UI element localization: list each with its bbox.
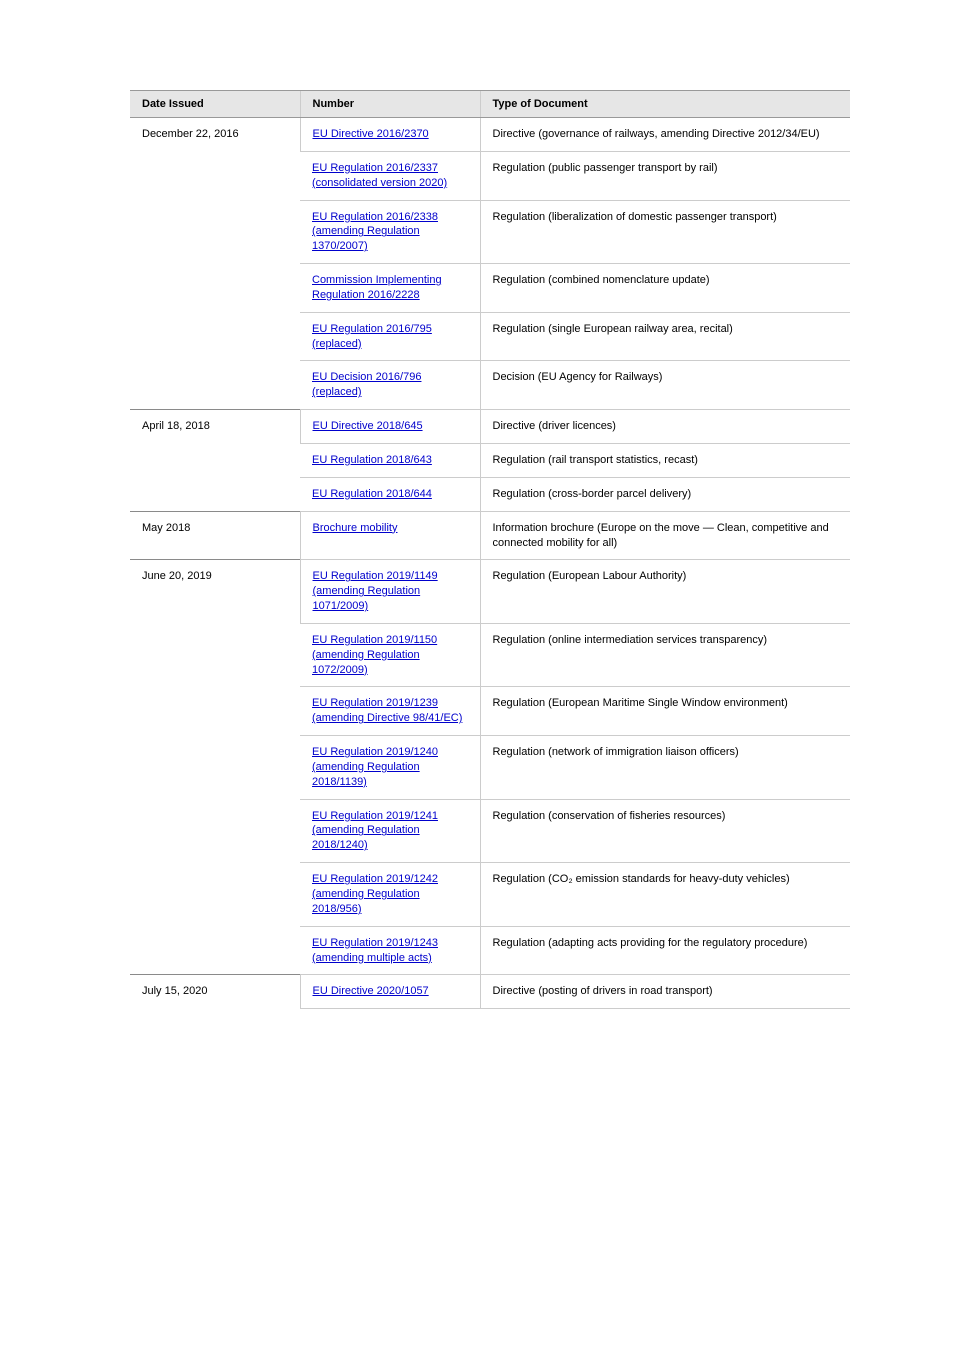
document-link[interactable]: EU Directive 2016/2370 bbox=[313, 128, 429, 140]
document-link[interactable]: EU Regulation 2016/795 (replaced) bbox=[312, 323, 432, 350]
type-cell: Information brochure (Europe on the move… bbox=[480, 511, 850, 560]
table-row: May 2018 Brochure mobility Information bro… bbox=[130, 511, 850, 560]
number-cell: EU Regulation 2019/1241 (amending Regula… bbox=[300, 799, 480, 863]
table-row: July 15, 2020 EU Directive 2020/1057 Direc… bbox=[130, 975, 850, 1009]
type-cell: Directive (governance of railways, amend… bbox=[480, 118, 850, 152]
number-cell: EU Regulation 2016/795 (replaced) bbox=[300, 312, 480, 361]
number-cell: EU Regulation 2019/1242 (amending Regula… bbox=[300, 863, 480, 927]
document-link[interactable]: EU Directive 2020/1057 bbox=[313, 985, 429, 997]
type-cell: Regulation (rail transport statistics, r… bbox=[480, 443, 850, 477]
number-cell: EU Directive 2020/1057 bbox=[300, 975, 480, 1009]
number-cell: EU Regulation 2016/2337 (consolidated ve… bbox=[300, 151, 480, 200]
documents-table: Date Issued Number Type of Document Dece… bbox=[130, 90, 850, 1009]
type-cell: Regulation (European Labour Authority) bbox=[480, 560, 850, 624]
type-cell: Regulation (single European railway area… bbox=[480, 312, 850, 361]
document-link[interactable]: EU Decision 2016/796 (replaced) bbox=[312, 371, 421, 398]
col-header-date: Date Issued bbox=[130, 91, 300, 118]
type-cell: Directive (driver licences) bbox=[480, 410, 850, 444]
type-cell: Regulation (adapting acts providing for … bbox=[480, 926, 850, 975]
document-link[interactable]: Commission Implementing Regulation 2016/… bbox=[312, 274, 442, 301]
number-cell: EU Regulation 2019/1150 (amending Regula… bbox=[300, 623, 480, 687]
date-cell: May 2018 bbox=[130, 511, 300, 560]
date-cell: June 20, 2019 bbox=[130, 560, 300, 975]
document-link[interactable]: Brochure mobility bbox=[313, 522, 398, 534]
document-link[interactable]: EU Regulation 2016/2337 (consolidated ve… bbox=[312, 162, 447, 189]
table-row: April 18, 2018EU Directive 2018/645Direc… bbox=[130, 410, 850, 444]
type-cell: Regulation (network of immigration liais… bbox=[480, 736, 850, 800]
number-cell: Brochure mobility bbox=[300, 511, 480, 560]
date-cell: April 18, 2018 bbox=[130, 410, 300, 512]
number-cell: EU Regulation 2019/1239 (amending Direct… bbox=[300, 687, 480, 736]
document-link[interactable]: EU Regulation 2019/1149 (amending Regula… bbox=[313, 570, 438, 612]
document-link[interactable]: EU Directive 2018/645 bbox=[313, 420, 423, 432]
type-cell: Regulation (conservation of fisheries re… bbox=[480, 799, 850, 863]
document-link[interactable]: EU Regulation 2019/1242 (amending Regula… bbox=[312, 873, 438, 915]
number-cell: EU Directive 2018/645 bbox=[300, 410, 480, 444]
col-header-type: Type of Document bbox=[480, 91, 850, 118]
table-row: June 20, 2019EU Regulation 2019/1149 (am… bbox=[130, 560, 850, 624]
number-cell: EU Decision 2016/796 (replaced) bbox=[300, 361, 480, 410]
number-cell: EU Regulation 2019/1240 (amending Regula… bbox=[300, 736, 480, 800]
type-cell: Regulation (CO₂ emission standards for h… bbox=[480, 863, 850, 927]
document-link[interactable]: EU Regulation 2018/644 bbox=[312, 488, 432, 500]
document-link[interactable]: EU Regulation 2018/643 bbox=[312, 454, 432, 466]
type-cell: Regulation (liberalization of domestic p… bbox=[480, 200, 850, 264]
table-header-row: Date Issued Number Type of Document bbox=[130, 91, 850, 118]
number-cell: EU Regulation 2019/1149 (amending Regula… bbox=[300, 560, 480, 624]
type-cell: Regulation (cross-border parcel delivery… bbox=[480, 477, 850, 511]
type-cell: Decision (EU Agency for Railways) bbox=[480, 361, 850, 410]
document-link[interactable]: EU Regulation 2019/1150 (amending Regula… bbox=[312, 634, 437, 676]
document-link[interactable]: EU Regulation 2019/1241 (amending Regula… bbox=[312, 810, 438, 852]
date-cell: December 22, 2016 bbox=[130, 118, 300, 410]
type-cell: Regulation (European Maritime Single Win… bbox=[480, 687, 850, 736]
table-row: December 22, 2016EU Directive 2016/2370D… bbox=[130, 118, 850, 152]
type-cell: Regulation (combined nomenclature update… bbox=[480, 264, 850, 313]
number-cell: EU Regulation 2019/1243 (amending multip… bbox=[300, 926, 480, 975]
type-cell: Directive (posting of drivers in road tr… bbox=[480, 975, 850, 1009]
document-link[interactable]: EU Regulation 2016/2338 (amending Regula… bbox=[312, 211, 438, 253]
date-cell: July 15, 2020 bbox=[130, 975, 300, 1009]
number-cell: Commission Implementing Regulation 2016/… bbox=[300, 264, 480, 313]
number-cell: EU Regulation 2018/643 bbox=[300, 443, 480, 477]
number-cell: EU Regulation 2016/2338 (amending Regula… bbox=[300, 200, 480, 264]
type-cell: Regulation (online intermediation servic… bbox=[480, 623, 850, 687]
col-header-number: Number bbox=[300, 91, 480, 118]
type-cell: Regulation (public passenger transport b… bbox=[480, 151, 850, 200]
document-link[interactable]: EU Regulation 2019/1240 (amending Regula… bbox=[312, 746, 438, 788]
number-cell: EU Directive 2016/2370 bbox=[300, 118, 480, 152]
document-link[interactable]: EU Regulation 2019/1239 (amending Direct… bbox=[312, 697, 462, 724]
number-cell: EU Regulation 2018/644 bbox=[300, 477, 480, 511]
document-link[interactable]: EU Regulation 2019/1243 (amending multip… bbox=[312, 937, 438, 964]
